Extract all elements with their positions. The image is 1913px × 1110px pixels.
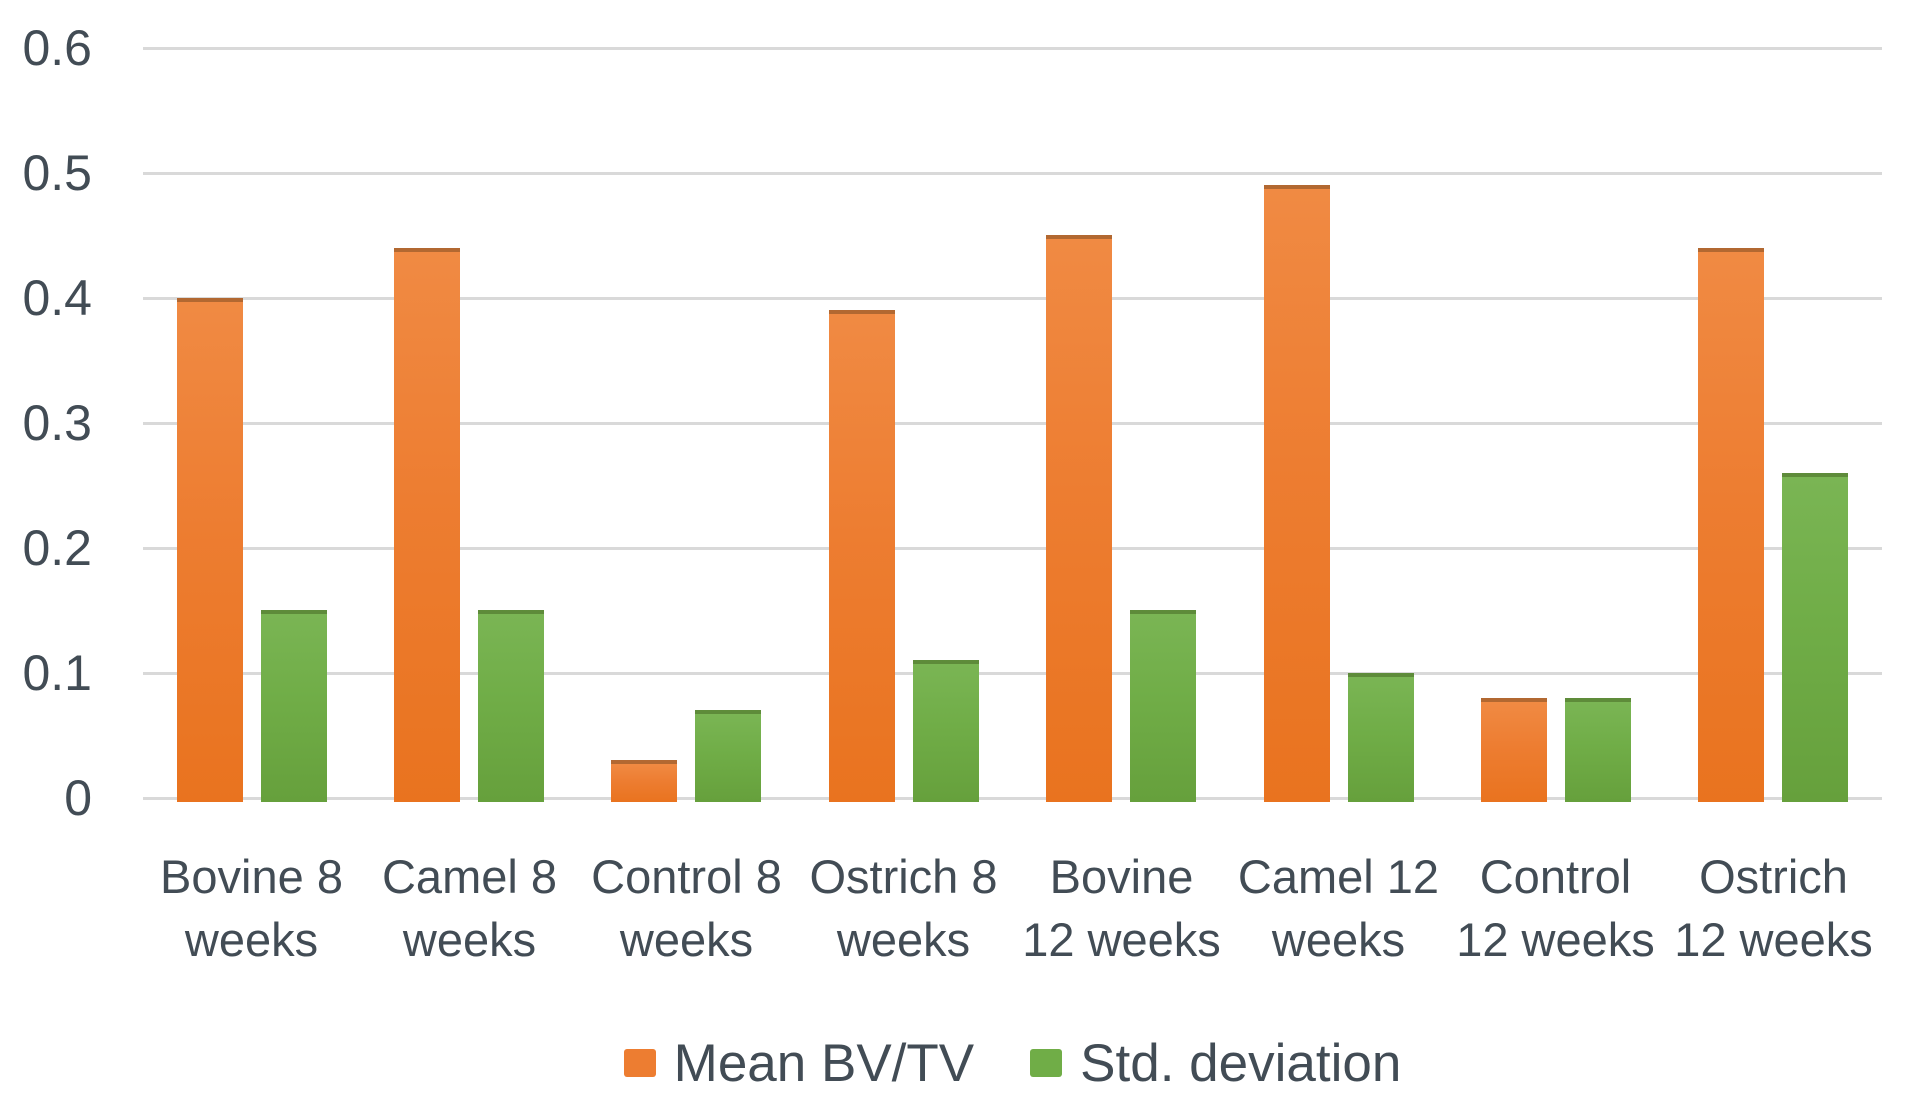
gridline-0.1 — [143, 672, 1882, 675]
x-axis-label-control-12-weeks: Control 12 weeks — [1427, 845, 1684, 971]
bar-mean-bv-tv-ostrich-12-weeks — [1698, 248, 1764, 802]
bar-std-deviation-control-8-weeks — [695, 710, 761, 802]
bar-std-deviation-control-12-weeks — [1565, 698, 1631, 802]
x-axis-label-bovine-8-weeks: Bovine 8 weeks — [123, 845, 380, 971]
y-axis-tick-label-0.6: 0.6 — [22, 20, 92, 76]
bar-std-deviation-bovine-8-weeks — [261, 610, 327, 802]
x-axis-label-line: weeks — [184, 913, 319, 966]
bar-mean-bv-tv-camel-8-weeks — [394, 248, 460, 802]
bar-mean-bv-tv-camel-12-weeks — [1264, 185, 1330, 802]
x-axis-label-camel-8-weeks: Camel 8 weeks — [341, 845, 598, 971]
gridline-0.2 — [143, 547, 1882, 550]
bar-mean-bv-tv-bovine-12-weeks — [1046, 235, 1112, 802]
legend-item-std-deviation: Std. deviation — [1030, 1033, 1401, 1094]
chart-legend: Mean BV/TV Std. deviation — [143, 1030, 1882, 1096]
x-axis-label-line: Ostrich — [1699, 850, 1848, 903]
x-axis-label-line: Bovine — [1049, 850, 1194, 903]
bar-mean-bv-tv-control-8-weeks — [611, 760, 677, 802]
gridline-0.5 — [143, 172, 1882, 175]
legend-item-mean-bv-tv: Mean BV/TV — [623, 1033, 975, 1094]
bar-std-deviation-camel-8-weeks — [478, 610, 544, 802]
x-axis-label-line: Control 8 — [591, 850, 782, 903]
y-axis-tick-label-0.2: 0.2 — [22, 520, 92, 576]
y-axis-tick-label-0.4: 0.4 — [22, 270, 92, 326]
x-axis-label-camel-12-weeks: Camel 12 weeks — [1210, 845, 1467, 971]
x-axis-label-ostrich-12-weeks: Ostrich 12 weeks — [1645, 845, 1902, 971]
x-axis-label-line: 12 weeks — [1022, 913, 1221, 966]
legend-swatch-std-deviation — [1030, 1049, 1063, 1077]
bar-std-deviation-ostrich-8-weeks — [913, 660, 979, 802]
x-axis-label-line: weeks — [402, 913, 537, 966]
gridline-0 — [143, 797, 1882, 800]
bar-std-deviation-camel-12-weeks — [1348, 673, 1414, 802]
x-axis-label-line: weeks — [619, 913, 754, 966]
legend-label-std-deviation: Std. deviation — [1080, 1033, 1402, 1093]
x-axis-label-line: weeks — [1271, 913, 1406, 966]
bar-mean-bv-tv-ostrich-8-weeks — [829, 310, 895, 802]
y-axis-tick-label-0.3: 0.3 — [22, 395, 92, 451]
gridline-0.6 — [143, 47, 1882, 50]
bar-std-deviation-bovine-12-weeks — [1130, 610, 1196, 802]
x-axis-label-line: 12 weeks — [1674, 913, 1873, 966]
legend-label-mean-bv-tv: Mean BV/TV — [673, 1033, 975, 1093]
bar-mean-bv-tv-control-12-weeks — [1481, 698, 1547, 802]
bar-std-deviation-ostrich-12-weeks — [1782, 473, 1848, 802]
y-axis-tick-label-0.1: 0.1 — [22, 645, 92, 701]
y-axis-tick-label-0.5: 0.5 — [22, 145, 92, 201]
x-axis-label-bovine-12-weeks: Bovine 12 weeks — [993, 845, 1250, 971]
bar-mean-bv-tv-bovine-8-weeks — [177, 298, 243, 802]
x-axis-label-line: Camel 12 — [1237, 850, 1440, 903]
x-axis-label-ostrich-8-weeks: Ostrich 8 weeks — [775, 845, 1032, 971]
x-axis-label-line: Camel 8 — [381, 850, 557, 903]
gridline-0.3 — [143, 422, 1882, 425]
x-axis-label-line: 12 weeks — [1456, 913, 1655, 966]
x-axis-label-line: Control — [1479, 850, 1632, 903]
x-axis-label-line: Ostrich 8 — [809, 850, 998, 903]
x-axis-label-line: weeks — [836, 913, 971, 966]
y-axis-tick-label-0: 0 — [64, 770, 92, 826]
gridline-0.4 — [143, 297, 1882, 300]
x-axis-label-control-8-weeks: Control 8 weeks — [558, 845, 815, 971]
legend-swatch-mean-bv-tv — [623, 1049, 656, 1077]
x-axis-label-line: Bovine 8 — [160, 850, 343, 903]
